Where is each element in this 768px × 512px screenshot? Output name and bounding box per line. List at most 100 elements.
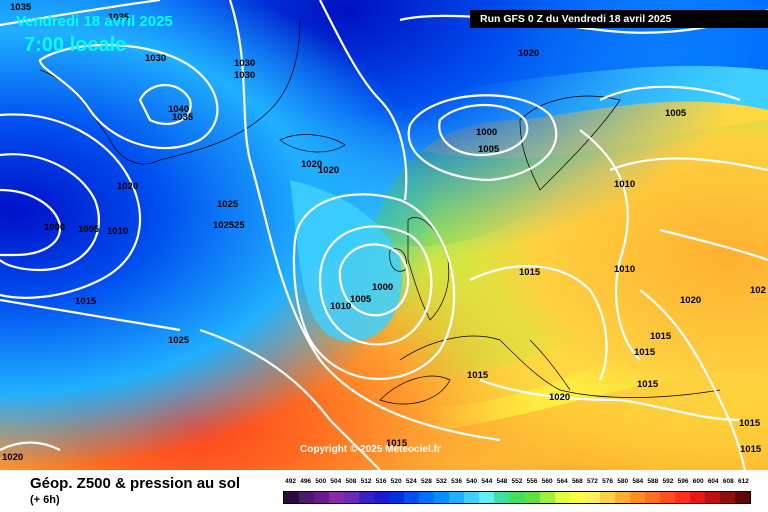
scale-label: 548 bbox=[496, 478, 508, 485]
forecast-time: 7:00 locale bbox=[24, 34, 127, 56]
scale-label: 560 bbox=[541, 478, 553, 485]
scale-swatch bbox=[329, 492, 345, 503]
scale-label: 596 bbox=[677, 478, 689, 485]
isobar-line bbox=[407, 94, 558, 182]
scale-swatch bbox=[719, 492, 735, 503]
scale-swatch bbox=[404, 492, 420, 503]
isobar-label: 1005 bbox=[78, 224, 100, 235]
isobar-label: 1020 bbox=[549, 392, 570, 403]
isobar-label: 102 bbox=[750, 285, 766, 296]
isobar-line bbox=[199, 328, 381, 470]
isobar-line bbox=[469, 265, 608, 381]
isobar-label: 1030 bbox=[234, 58, 255, 69]
scale-label: 504 bbox=[330, 478, 342, 485]
isobar-line bbox=[609, 157, 768, 172]
scale-swatch bbox=[419, 492, 435, 503]
forecast-date: Vendredi 18 avril 2025 bbox=[16, 13, 173, 30]
scale-swatch bbox=[464, 492, 480, 503]
isobar-label: 1010 bbox=[107, 226, 128, 237]
scale-label: 588 bbox=[647, 478, 659, 485]
product-title: Géop. Z500 & pression au sol bbox=[30, 475, 241, 492]
scale-label: 568 bbox=[571, 478, 583, 485]
coast-scandinavia bbox=[519, 95, 621, 191]
isobar-label: 1025 bbox=[168, 335, 190, 346]
isobar-line bbox=[599, 85, 741, 102]
scale-label: 500 bbox=[315, 478, 327, 485]
scale-swatch bbox=[659, 492, 675, 503]
isobar-label: 1010 bbox=[614, 264, 635, 275]
isobar-line bbox=[292, 193, 456, 380]
isobar-label: 102525 bbox=[213, 220, 245, 231]
scale-swatch bbox=[554, 492, 570, 503]
isobar-label: 1005 bbox=[665, 108, 687, 119]
isobar-label: 1010 bbox=[330, 301, 351, 312]
scale-swatch bbox=[674, 492, 690, 503]
color-scale-labels: 492 496 500 504 508 512 516 520 524 528 532 536 540 5… bbox=[283, 478, 751, 490]
scale-label: 552 bbox=[511, 478, 523, 485]
scale-swatch bbox=[284, 492, 300, 503]
isobar-label: 1020 bbox=[117, 181, 138, 192]
scale-swatch bbox=[434, 492, 450, 503]
coast-britain bbox=[407, 217, 450, 321]
color-scale bbox=[283, 491, 751, 504]
scale-label: 612 bbox=[738, 478, 749, 485]
coast-italy bbox=[529, 339, 571, 391]
scale-label: 496 bbox=[300, 478, 312, 485]
isobar-line bbox=[0, 441, 61, 451]
isobar-label: 1015 bbox=[634, 347, 656, 358]
isobar-label: 1030 bbox=[145, 53, 166, 64]
scale-swatch bbox=[584, 492, 600, 503]
isobar-line bbox=[639, 289, 747, 470]
coast-southern bbox=[399, 335, 721, 398]
isobar-line bbox=[38, 43, 219, 150]
isobar-label: 1020 bbox=[680, 295, 701, 306]
copyright-text: Copyright © 2025 Meteociel.fr bbox=[300, 444, 441, 455]
scale-swatch bbox=[389, 492, 405, 503]
isobar-label: 1035 bbox=[108, 12, 130, 23]
isobar-line bbox=[319, 0, 408, 201]
isobar-label: 1020 bbox=[301, 159, 322, 170]
scale-swatch bbox=[509, 492, 525, 503]
field-trough bbox=[290, 180, 402, 342]
scale-label: 540 bbox=[466, 478, 478, 485]
scale-label: 532 bbox=[436, 478, 447, 485]
scale-swatch bbox=[524, 492, 540, 503]
isobar-label: 1025 bbox=[217, 199, 239, 210]
isobar-label: 1015 bbox=[739, 418, 761, 429]
isobar-line bbox=[318, 225, 433, 346]
isobar-label: 1020 bbox=[2, 452, 23, 463]
scale-label: 584 bbox=[632, 478, 644, 485]
coast-iberia bbox=[379, 375, 451, 405]
scale-label: 600 bbox=[692, 478, 704, 485]
product-subtitle: (+ 6h) bbox=[30, 494, 60, 506]
isobar-line bbox=[338, 243, 410, 317]
scale-label: 576 bbox=[602, 478, 613, 485]
isobar-label: 1000 bbox=[476, 127, 497, 138]
scale-swatch bbox=[494, 492, 510, 503]
scale-swatch bbox=[689, 492, 705, 503]
scale-label: 544 bbox=[481, 478, 493, 485]
scale-swatch bbox=[374, 492, 390, 503]
isobar-label: 1015 bbox=[386, 438, 408, 449]
isobar-line bbox=[438, 104, 529, 157]
scale-label: 508 bbox=[345, 478, 357, 485]
scale-swatch bbox=[734, 492, 750, 503]
scale-swatch bbox=[314, 492, 330, 503]
isobar-labels: 1035 1035 1030 1030 1030 1040 1035 1020 … bbox=[2, 2, 766, 463]
scale-label: 536 bbox=[451, 478, 463, 485]
isobar-line bbox=[0, 188, 62, 257]
scale-label: 512 bbox=[360, 478, 372, 485]
scale-label: 524 bbox=[405, 478, 417, 485]
isobar-label: 1035 bbox=[172, 112, 194, 123]
isobar-label: 1010 bbox=[614, 179, 635, 190]
scale-swatch bbox=[569, 492, 585, 503]
isobar-line bbox=[659, 228, 768, 262]
isobar-line bbox=[228, 0, 501, 442]
isobar-label: 1030 bbox=[234, 70, 255, 81]
scale-label: 520 bbox=[390, 478, 402, 485]
isobar-line bbox=[0, 153, 101, 272]
scale-swatch bbox=[344, 492, 360, 503]
scale-label: 492 bbox=[285, 478, 296, 485]
scale-label: 516 bbox=[375, 478, 387, 485]
